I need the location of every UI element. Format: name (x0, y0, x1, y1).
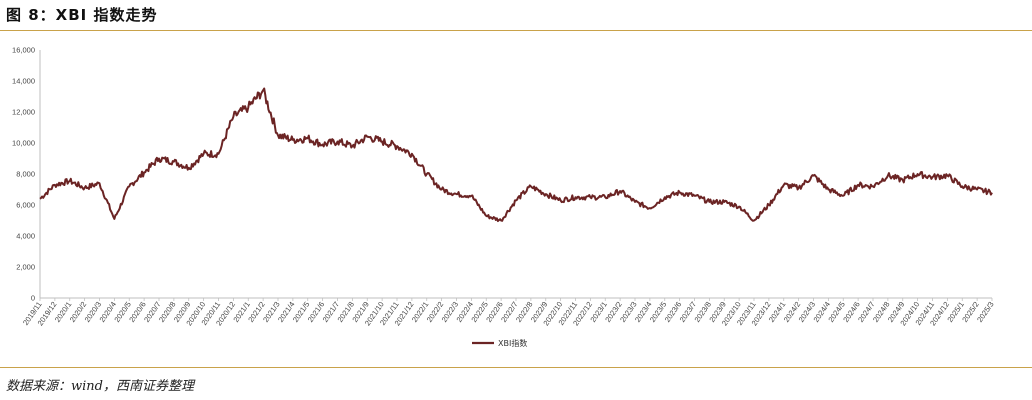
y-tick-label: 14,000 (12, 77, 35, 86)
y-axis: 0 2,000 4,000 6,000 8,000 10,000 12,000 14,000 1… (12, 46, 41, 303)
series-line-xbi (39, 87, 993, 223)
y-tick-label: 6,000 (16, 201, 35, 210)
figure-title: 图 8：XBI 指数走势 (6, 6, 158, 24)
y-tick-label: 10,000 (12, 139, 35, 148)
y-tick-label: 2,000 (16, 263, 35, 272)
source-note: 数据来源：wind，西南证券整理 (6, 379, 194, 394)
y-tick-label: 0 (31, 294, 35, 303)
legend-label: XBI指数 (498, 338, 527, 348)
y-tick-label: 16,000 (12, 46, 35, 55)
top-divider (0, 30, 1032, 31)
y-tick-label: 12,000 (12, 108, 35, 117)
xbi-line-chart: 0 2,000 4,000 6,000 8,000 10,000 12,000 14,000 1… (12, 46, 996, 349)
y-tick-label: 4,000 (16, 232, 35, 241)
legend: XBI指数 (472, 338, 527, 348)
y-tick-label: 8,000 (16, 170, 35, 179)
bottom-divider (0, 367, 1032, 368)
x-axis: 2019/112019/122020/12020/22020/32020/420… (21, 297, 996, 327)
series-layer (39, 87, 993, 223)
